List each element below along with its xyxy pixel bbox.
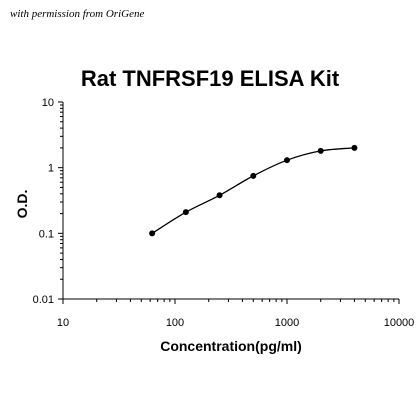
y-tick-label: 0.01: [33, 294, 54, 306]
x-tick-label: 1000: [275, 317, 299, 329]
x-tick-label: 10: [57, 317, 69, 329]
series-line: [151, 147, 355, 234]
chart-title: Rat TNFRSF19 ELISA Kit: [80, 66, 340, 91]
data-point: [317, 147, 324, 154]
y-tick-label: 1: [48, 163, 54, 175]
data-point: [149, 230, 156, 237]
data-point: [182, 209, 189, 216]
x-tick-label: 100: [166, 317, 184, 329]
data-point: [250, 172, 257, 179]
x-axis-label: Concentration(pg/ml): [160, 338, 302, 354]
data-point: [216, 192, 223, 199]
x-tick-label: 10000: [384, 317, 415, 329]
y-tick-label: 10: [42, 97, 54, 109]
data-point: [284, 157, 290, 164]
y-tick-label: 0.1: [39, 228, 54, 240]
permission-watermark: with permission from OriGene: [10, 8, 145, 20]
data-point: [351, 144, 358, 151]
